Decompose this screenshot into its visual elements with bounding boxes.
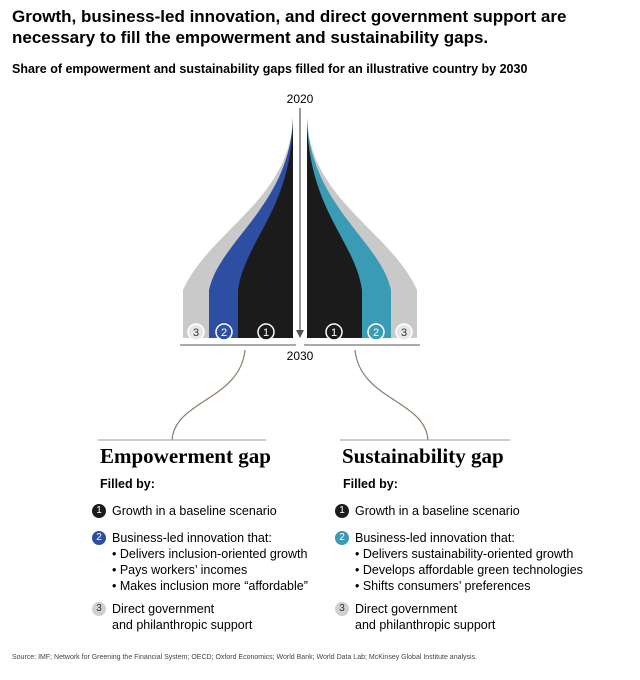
- badge-1-icon: 1: [335, 504, 349, 518]
- badge-3-icon: 3: [335, 602, 349, 616]
- bullet: • Pays workers’ incomes: [112, 563, 248, 577]
- left-gap-black-layer: [238, 118, 293, 338]
- item-label: Business-led innovation that:: [355, 531, 515, 545]
- source-note: Source: IMF; Network for Greening the Fi…: [12, 654, 478, 661]
- right-badge-1: 1: [325, 323, 343, 341]
- year-2020-label: 2020: [287, 92, 314, 106]
- badge-2-icon: 2: [335, 531, 349, 545]
- badge-2-icon: 2: [92, 531, 106, 545]
- left-badge-2: 2: [215, 323, 233, 341]
- badge-3-icon: 3: [92, 602, 106, 616]
- sustainability-item-2: 2 Business-led innovation that: • Deliver…: [335, 530, 583, 594]
- bullet: • Delivers sustainability-oriented growt…: [355, 547, 574, 561]
- svg-text:2: 2: [221, 327, 227, 339]
- item-label: Direct government: [355, 602, 458, 616]
- timeline-arrow-head: [296, 330, 304, 338]
- right-badge-3: 3: [395, 323, 413, 341]
- svg-text:3: 3: [401, 327, 407, 339]
- item-label-continued: and philanthropic support: [112, 618, 253, 632]
- left-badge-3: 3: [187, 323, 205, 341]
- gap-diagram: 2020 2030 3 2 1 1 2 3: [98, 92, 510, 441]
- year-2030-label: 2030: [287, 349, 314, 363]
- empowerment-gap-title: Empowerment gap: [100, 444, 271, 468]
- sustainability-item-3: 3 Direct government and philanthropic sup…: [335, 601, 495, 633]
- page-title: Growth, business-led innovation, and dir…: [12, 7, 567, 47]
- badge-1-icon: 1: [92, 504, 106, 518]
- item-label-continued: and philanthropic support: [355, 618, 496, 632]
- right-connector-curve: [354, 349, 429, 441]
- left-badge-1: 1: [257, 323, 275, 341]
- item-label: Growth in a baseline scenario: [112, 504, 277, 518]
- item-label: Direct government: [112, 602, 215, 616]
- sustainability-filled-by: Filled by:: [343, 477, 398, 491]
- svg-text:1: 1: [263, 327, 269, 339]
- right-gap-black-layer: [307, 118, 362, 338]
- right-badge-2: 2: [367, 323, 385, 341]
- bullet: • Develops affordable green technologies: [355, 563, 583, 577]
- svg-text:2: 2: [373, 327, 379, 339]
- empowerment-item-1: 1 Growth in a baseline scenario: [92, 503, 277, 519]
- bullet: • Delivers inclusion-oriented growth: [112, 547, 308, 561]
- bullet: • Makes inclusion more “affordable”: [112, 579, 308, 593]
- item-label: Growth in a baseline scenario: [355, 504, 520, 518]
- chart-subtitle: Share of empowerment and sustainability …: [12, 62, 528, 76]
- svg-text:3: 3: [193, 327, 199, 339]
- empowerment-item-3: 3 Direct government and philanthropic sup…: [92, 601, 252, 633]
- left-connector-curve: [171, 349, 246, 441]
- svg-text:1: 1: [331, 327, 337, 339]
- bullet: • Shifts consumers’ preferences: [355, 579, 531, 593]
- item-label: Business-led innovation that:: [112, 531, 272, 545]
- sustainability-gap-title: Sustainability gap: [342, 444, 504, 468]
- empowerment-filled-by: Filled by:: [100, 477, 155, 491]
- empowerment-item-2: 2 Business-led innovation that: • Deliver…: [92, 530, 308, 594]
- sustainability-item-1: 1 Growth in a baseline scenario: [335, 503, 520, 519]
